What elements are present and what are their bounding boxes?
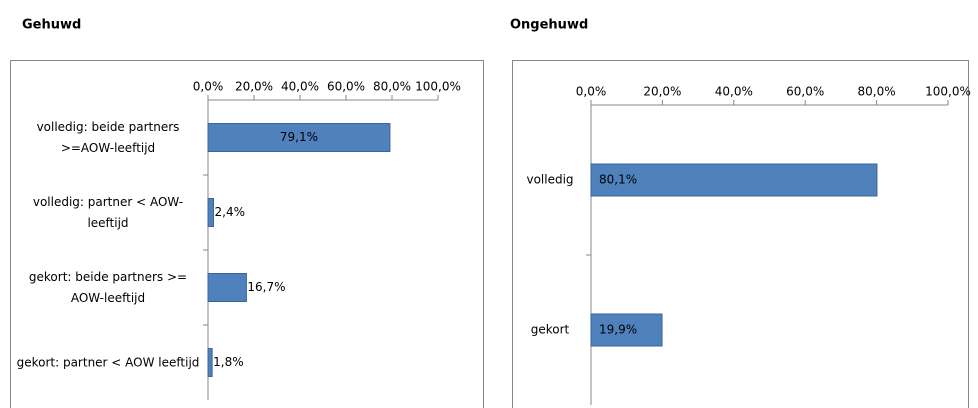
bar [590,163,878,197]
x-tick-label: 0,0% [576,85,607,99]
chart-title: Gehuwd [22,18,81,33]
y-tick-label: gekort [530,322,570,337]
data-label: 16,7% [247,280,285,294]
data-label: 2,4% [215,205,246,219]
x-tick-label: 20,0% [235,80,273,94]
x-tick-label: 40,0% [281,80,319,94]
bar [207,273,247,302]
bar [207,123,391,152]
y-tick-label: volledig [526,172,574,187]
chart-frame [512,60,969,408]
y-tick-label: volledig: beide partners >=AOW-leeftijd [36,119,180,155]
x-tick-label: 60,0% [327,80,365,94]
bar [590,313,663,347]
y-tick-label: gekort: beide partners >= AOW-leeftijd [28,269,188,305]
x-tick-label: 80,0% [858,85,896,99]
x-tick-label: 100,0% [925,85,971,99]
x-tick-label: 60,0% [786,85,824,99]
y-tick-label: volledig: partner < AOW-leeftijd [32,194,184,230]
chart-frame [10,60,484,408]
chart-title: Ongehuwd [510,18,588,33]
data-label: 79,1% [280,130,318,144]
bar [207,198,215,227]
data-label: 1,8% [213,355,244,369]
x-tick-label: 0,0% [193,80,224,94]
y-tick-label: gekort: partner < AOW leeftijd [16,355,200,369]
x-tick-label: 80,0% [373,80,411,94]
data-label: 80,1% [599,173,637,187]
bar [207,348,213,377]
x-tick-label: 40,0% [715,85,753,99]
x-tick-label: 100,0% [415,80,461,94]
x-tick-label: 20,0% [643,85,681,99]
data-label: 19,9% [599,323,637,337]
